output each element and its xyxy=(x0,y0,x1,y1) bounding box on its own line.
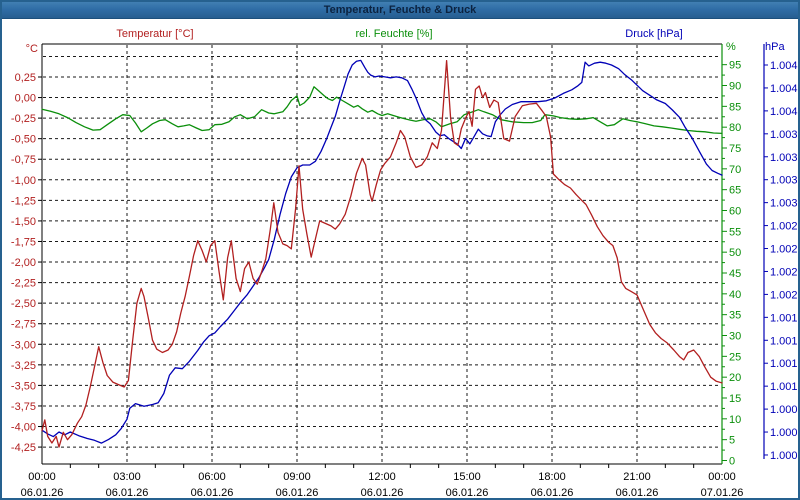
svg-text:1.000: 1.000 xyxy=(770,450,798,462)
svg-text:1.002: 1.002 xyxy=(770,266,798,278)
svg-text:12:00: 12:00 xyxy=(368,471,396,483)
svg-text:1.001: 1.001 xyxy=(770,358,798,370)
svg-text:1.002: 1.002 xyxy=(770,221,798,233)
svg-text:-1,50: -1,50 xyxy=(11,216,36,228)
svg-text:15:00: 15:00 xyxy=(453,471,481,483)
x-axis-time-labels: 00:00 03:00 06:00 09:00 12:00 15:00 18:00 21:00… xyxy=(28,471,736,483)
svg-text:-1,25: -1,25 xyxy=(11,195,36,207)
series-temp xyxy=(41,59,723,448)
svg-text:1.003: 1.003 xyxy=(770,198,798,210)
svg-text:1.000: 1.000 xyxy=(770,404,798,416)
pressure-axis-labels: 1.004 1.004 1.004 1.003 1.003 1.003 1.003 1.002… xyxy=(763,44,798,462)
series-humidity xyxy=(41,86,723,135)
svg-text:1.001: 1.001 xyxy=(770,335,798,347)
svg-text:1.002: 1.002 xyxy=(770,244,798,256)
title-bar[interactable]: Temperatur, Feuchte & Druck xyxy=(2,2,798,19)
svg-text:1.004: 1.004 xyxy=(770,106,798,118)
svg-text:0: 0 xyxy=(729,456,735,468)
svg-text:30: 30 xyxy=(729,331,741,343)
svg-text:06.01.26: 06.01.26 xyxy=(191,487,234,499)
svg-text:1.003: 1.003 xyxy=(770,152,798,164)
window-title: Temperatur, Feuchte & Druck xyxy=(323,4,477,16)
svg-text:-0,75: -0,75 xyxy=(11,154,36,166)
svg-text:75: 75 xyxy=(729,143,741,155)
svg-text:45: 45 xyxy=(729,268,741,280)
svg-text:25: 25 xyxy=(729,351,741,363)
svg-text:06.01.26: 06.01.26 xyxy=(276,487,319,499)
x-axis-ticks xyxy=(69,464,695,468)
svg-text:03:00: 03:00 xyxy=(113,471,141,483)
svg-text:-3,25: -3,25 xyxy=(11,360,36,372)
svg-text:1.003: 1.003 xyxy=(770,129,798,141)
svg-text:-3,75: -3,75 xyxy=(11,401,36,413)
svg-text:06.01.26: 06.01.26 xyxy=(446,487,489,499)
svg-text:55: 55 xyxy=(729,226,741,238)
pressure-axis-title: Druck [hPa] xyxy=(625,28,683,40)
x-axis-date-labels: 06.01.26 06.01.26 06.01.26 06.01.26 06.01.26… xyxy=(21,487,744,499)
svg-text:40: 40 xyxy=(729,289,741,301)
temperature-unit-label: °C xyxy=(25,43,38,55)
svg-text:-2,50: -2,50 xyxy=(11,298,36,310)
svg-text:95: 95 xyxy=(729,60,741,72)
svg-text:5: 5 xyxy=(729,435,735,447)
svg-text:06.01.26: 06.01.26 xyxy=(616,487,659,499)
svg-text:20: 20 xyxy=(729,372,741,384)
humidity-axis-title: rel. Feuchte [%] xyxy=(355,28,433,40)
svg-text:-4,25: -4,25 xyxy=(11,442,36,454)
svg-text:-3,00: -3,00 xyxy=(11,339,36,351)
svg-text:1.000: 1.000 xyxy=(770,427,798,439)
svg-text:-2,00: -2,00 xyxy=(11,257,36,269)
svg-text:1.001: 1.001 xyxy=(770,381,798,393)
svg-text:0,00: 0,00 xyxy=(15,93,36,105)
svg-text:-0,50: -0,50 xyxy=(11,134,36,146)
svg-text:-0,25: -0,25 xyxy=(11,113,36,125)
svg-text:06:00: 06:00 xyxy=(198,471,226,483)
svg-text:35: 35 xyxy=(729,310,741,322)
svg-text:06.01.26: 06.01.26 xyxy=(361,487,404,499)
svg-text:-1,75: -1,75 xyxy=(11,236,36,248)
svg-text:06.01.26: 06.01.26 xyxy=(106,487,149,499)
svg-text:-1,00: -1,00 xyxy=(11,175,36,187)
svg-text:-2,75: -2,75 xyxy=(11,319,36,331)
svg-text:21:00: 21:00 xyxy=(623,471,651,483)
svg-text:70: 70 xyxy=(729,164,741,176)
svg-text:1.004: 1.004 xyxy=(770,83,798,95)
svg-text:15: 15 xyxy=(729,393,741,405)
temperature-axis-title: Temperatur [°C] xyxy=(116,28,194,40)
svg-text:00:00: 00:00 xyxy=(28,471,56,483)
svg-text:1.003: 1.003 xyxy=(770,175,798,187)
svg-text:80: 80 xyxy=(729,122,741,134)
svg-text:06.01.26: 06.01.26 xyxy=(531,487,574,499)
svg-text:90: 90 xyxy=(729,81,741,93)
series-pressure xyxy=(41,59,723,444)
svg-text:09:00: 09:00 xyxy=(283,471,311,483)
svg-text:-2,25: -2,25 xyxy=(11,278,36,290)
temp-axis-labels: 0,25 0,00 -0,25 -0,50 -0,75 -1,00 -1,25 -1,50 -1… xyxy=(11,72,42,454)
svg-text:00:00: 00:00 xyxy=(708,471,736,483)
time-gridlines xyxy=(126,45,638,463)
svg-text:85: 85 xyxy=(729,101,741,113)
svg-text:07.01.26: 07.01.26 xyxy=(701,487,744,499)
svg-text:10: 10 xyxy=(729,414,741,426)
svg-text:18:00: 18:00 xyxy=(538,471,566,483)
svg-text:1.002: 1.002 xyxy=(770,289,798,301)
svg-text:50: 50 xyxy=(729,247,741,259)
svg-text:-4,00: -4,00 xyxy=(11,422,36,434)
pressure-unit-label: hPa xyxy=(765,41,785,53)
svg-text:06.01.26: 06.01.26 xyxy=(21,487,64,499)
svg-text:1.004: 1.004 xyxy=(770,60,798,72)
humidity-unit-label: % xyxy=(726,41,736,53)
svg-text:65: 65 xyxy=(729,185,741,197)
svg-text:1.001: 1.001 xyxy=(770,312,798,324)
svg-text:-3,50: -3,50 xyxy=(11,380,36,392)
svg-text:60: 60 xyxy=(729,206,741,218)
svg-text:0,25: 0,25 xyxy=(15,72,36,84)
